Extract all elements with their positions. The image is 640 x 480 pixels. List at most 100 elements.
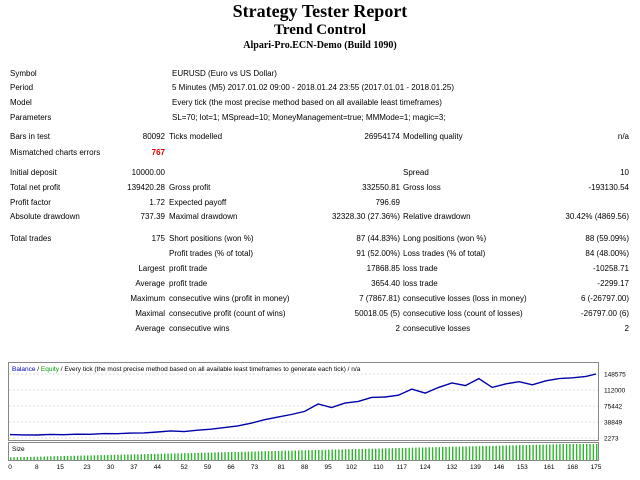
long-positions-value: 88 (59.09%) [585, 234, 629, 243]
size-bar [478, 446, 481, 460]
max-losses-label: consecutive losses (loss in money) [403, 294, 527, 303]
gross-profit-label: Gross profit [169, 183, 211, 192]
long-positions-label: Long positions (won %) [403, 234, 487, 243]
max-wins-label: consecutive wins (profit in money) [169, 294, 290, 303]
size-bar [204, 452, 206, 460]
spread-value: 10 [620, 168, 629, 177]
size-bar [190, 453, 193, 460]
balance-chart: 148575 112000 75442 38849 2273 0 8 15 23 30 37 44 5… [8, 362, 626, 471]
avg-losses-value: 2 [624, 324, 629, 333]
deposit-label: Initial deposit [10, 168, 57, 177]
size-bar [395, 448, 397, 460]
y-tick-label: 2273 [604, 436, 619, 443]
average-loss-label: loss trade [403, 279, 438, 288]
size-bar [582, 444, 584, 460]
size-bar [214, 452, 216, 460]
max-loss-value: -26797.00 (6) [580, 309, 629, 318]
size-bar [160, 453, 163, 460]
size-bar [378, 448, 380, 460]
size-bar [572, 444, 574, 460]
size-bar [488, 445, 491, 460]
size-bar [505, 445, 507, 460]
size-bar [210, 452, 213, 460]
x-tick-label: 52 [181, 464, 189, 471]
spread-label: Spread [403, 168, 429, 177]
max-loss-label: consecutive loss (count of losses) [403, 309, 523, 318]
size-bar [431, 447, 434, 460]
x-tick-label: 110 [373, 464, 384, 471]
size-bar [251, 451, 253, 460]
size-bar [244, 451, 246, 460]
maximal-drawdown-value: 32328.30 (27.36%) [331, 212, 400, 221]
total-trades-value: 175 [151, 234, 165, 243]
size-bar [442, 447, 444, 460]
x-tick-label: 146 [493, 464, 504, 471]
size-bar [569, 444, 571, 460]
size-bar [354, 449, 357, 460]
size-bar [36, 456, 39, 460]
size-bar [291, 450, 293, 460]
size-bar [555, 444, 558, 460]
profit-factor-value: 1.72 [149, 198, 165, 207]
x-tick-label: 15 [57, 464, 65, 471]
size-bar [545, 444, 548, 460]
size-bar [415, 447, 417, 460]
size-bar [465, 446, 467, 460]
size-bar [127, 454, 129, 460]
x-tick-label: 124 [420, 464, 431, 471]
short-positions-value: 87 (44.83%) [356, 234, 400, 243]
size-bar [93, 455, 96, 460]
total-trades-label: Total trades [10, 234, 52, 243]
profit-trades-label: Profit trades (% of total) [169, 249, 254, 258]
size-bar [154, 453, 156, 460]
avg-wins-value: 2 [395, 324, 400, 333]
size-bar [529, 444, 531, 460]
parameters-value: SL=70; lot=1; MSpread=10; MoneyManagemen… [172, 113, 446, 122]
size-bar [33, 456, 35, 460]
size-bar [318, 449, 320, 460]
size-bar [586, 444, 588, 460]
size-bar [281, 450, 283, 460]
size-bar [321, 449, 323, 460]
size-bar [137, 454, 139, 460]
size-bar [438, 447, 440, 460]
size-bar [512, 445, 514, 460]
average-profit-label: profit trade [169, 279, 208, 288]
largest-loss-value: -10258.71 [592, 264, 629, 273]
size-bar [492, 445, 494, 460]
size-bar [231, 452, 233, 460]
balance-line [9, 373, 597, 436]
size-bar [254, 451, 256, 460]
size-bar [304, 450, 307, 460]
report-title: Strategy Tester Report [232, 1, 408, 21]
x-tick-label: 0 [8, 464, 12, 471]
size-bar [435, 447, 437, 460]
avg-losses-label: consecutive losses [403, 324, 471, 333]
report-subtitle: Trend Control [273, 22, 367, 38]
size-bar [234, 451, 236, 460]
size-bar [164, 453, 166, 460]
size-bar [150, 453, 152, 460]
y-tick-label: 38849 [604, 419, 622, 426]
size-bar [495, 445, 497, 460]
x-tick-label: 153 [517, 464, 528, 471]
size-bar [341, 449, 343, 460]
size-bar [167, 453, 169, 460]
profit-trades-value: 91 (52.00%) [356, 249, 400, 258]
size-bar [50, 456, 52, 460]
period-value: 5 Minutes (M5) 2017.01.02 09:00 - 2018.0… [172, 83, 454, 92]
size-bar [113, 454, 116, 460]
y-tick-labels: 148575 112000 75442 38849 2273 [604, 372, 626, 443]
mismatch-value: 767 [151, 148, 165, 157]
x-tick-label: 66 [227, 464, 235, 471]
size-bar [589, 444, 591, 460]
deposit-value: 10000.00 [131, 168, 165, 177]
size-bar [46, 456, 49, 460]
size-bar [40, 456, 42, 460]
size-bar [535, 444, 538, 460]
size-plot-frame [8, 442, 599, 461]
x-tick-labels: 0 8 15 23 30 37 44 52 59 66 73 81 88 95 102 110 117 124 13… [8, 464, 602, 471]
x-tick-label: 168 [567, 464, 578, 471]
size-bar [77, 455, 79, 460]
size-bar [498, 445, 501, 460]
